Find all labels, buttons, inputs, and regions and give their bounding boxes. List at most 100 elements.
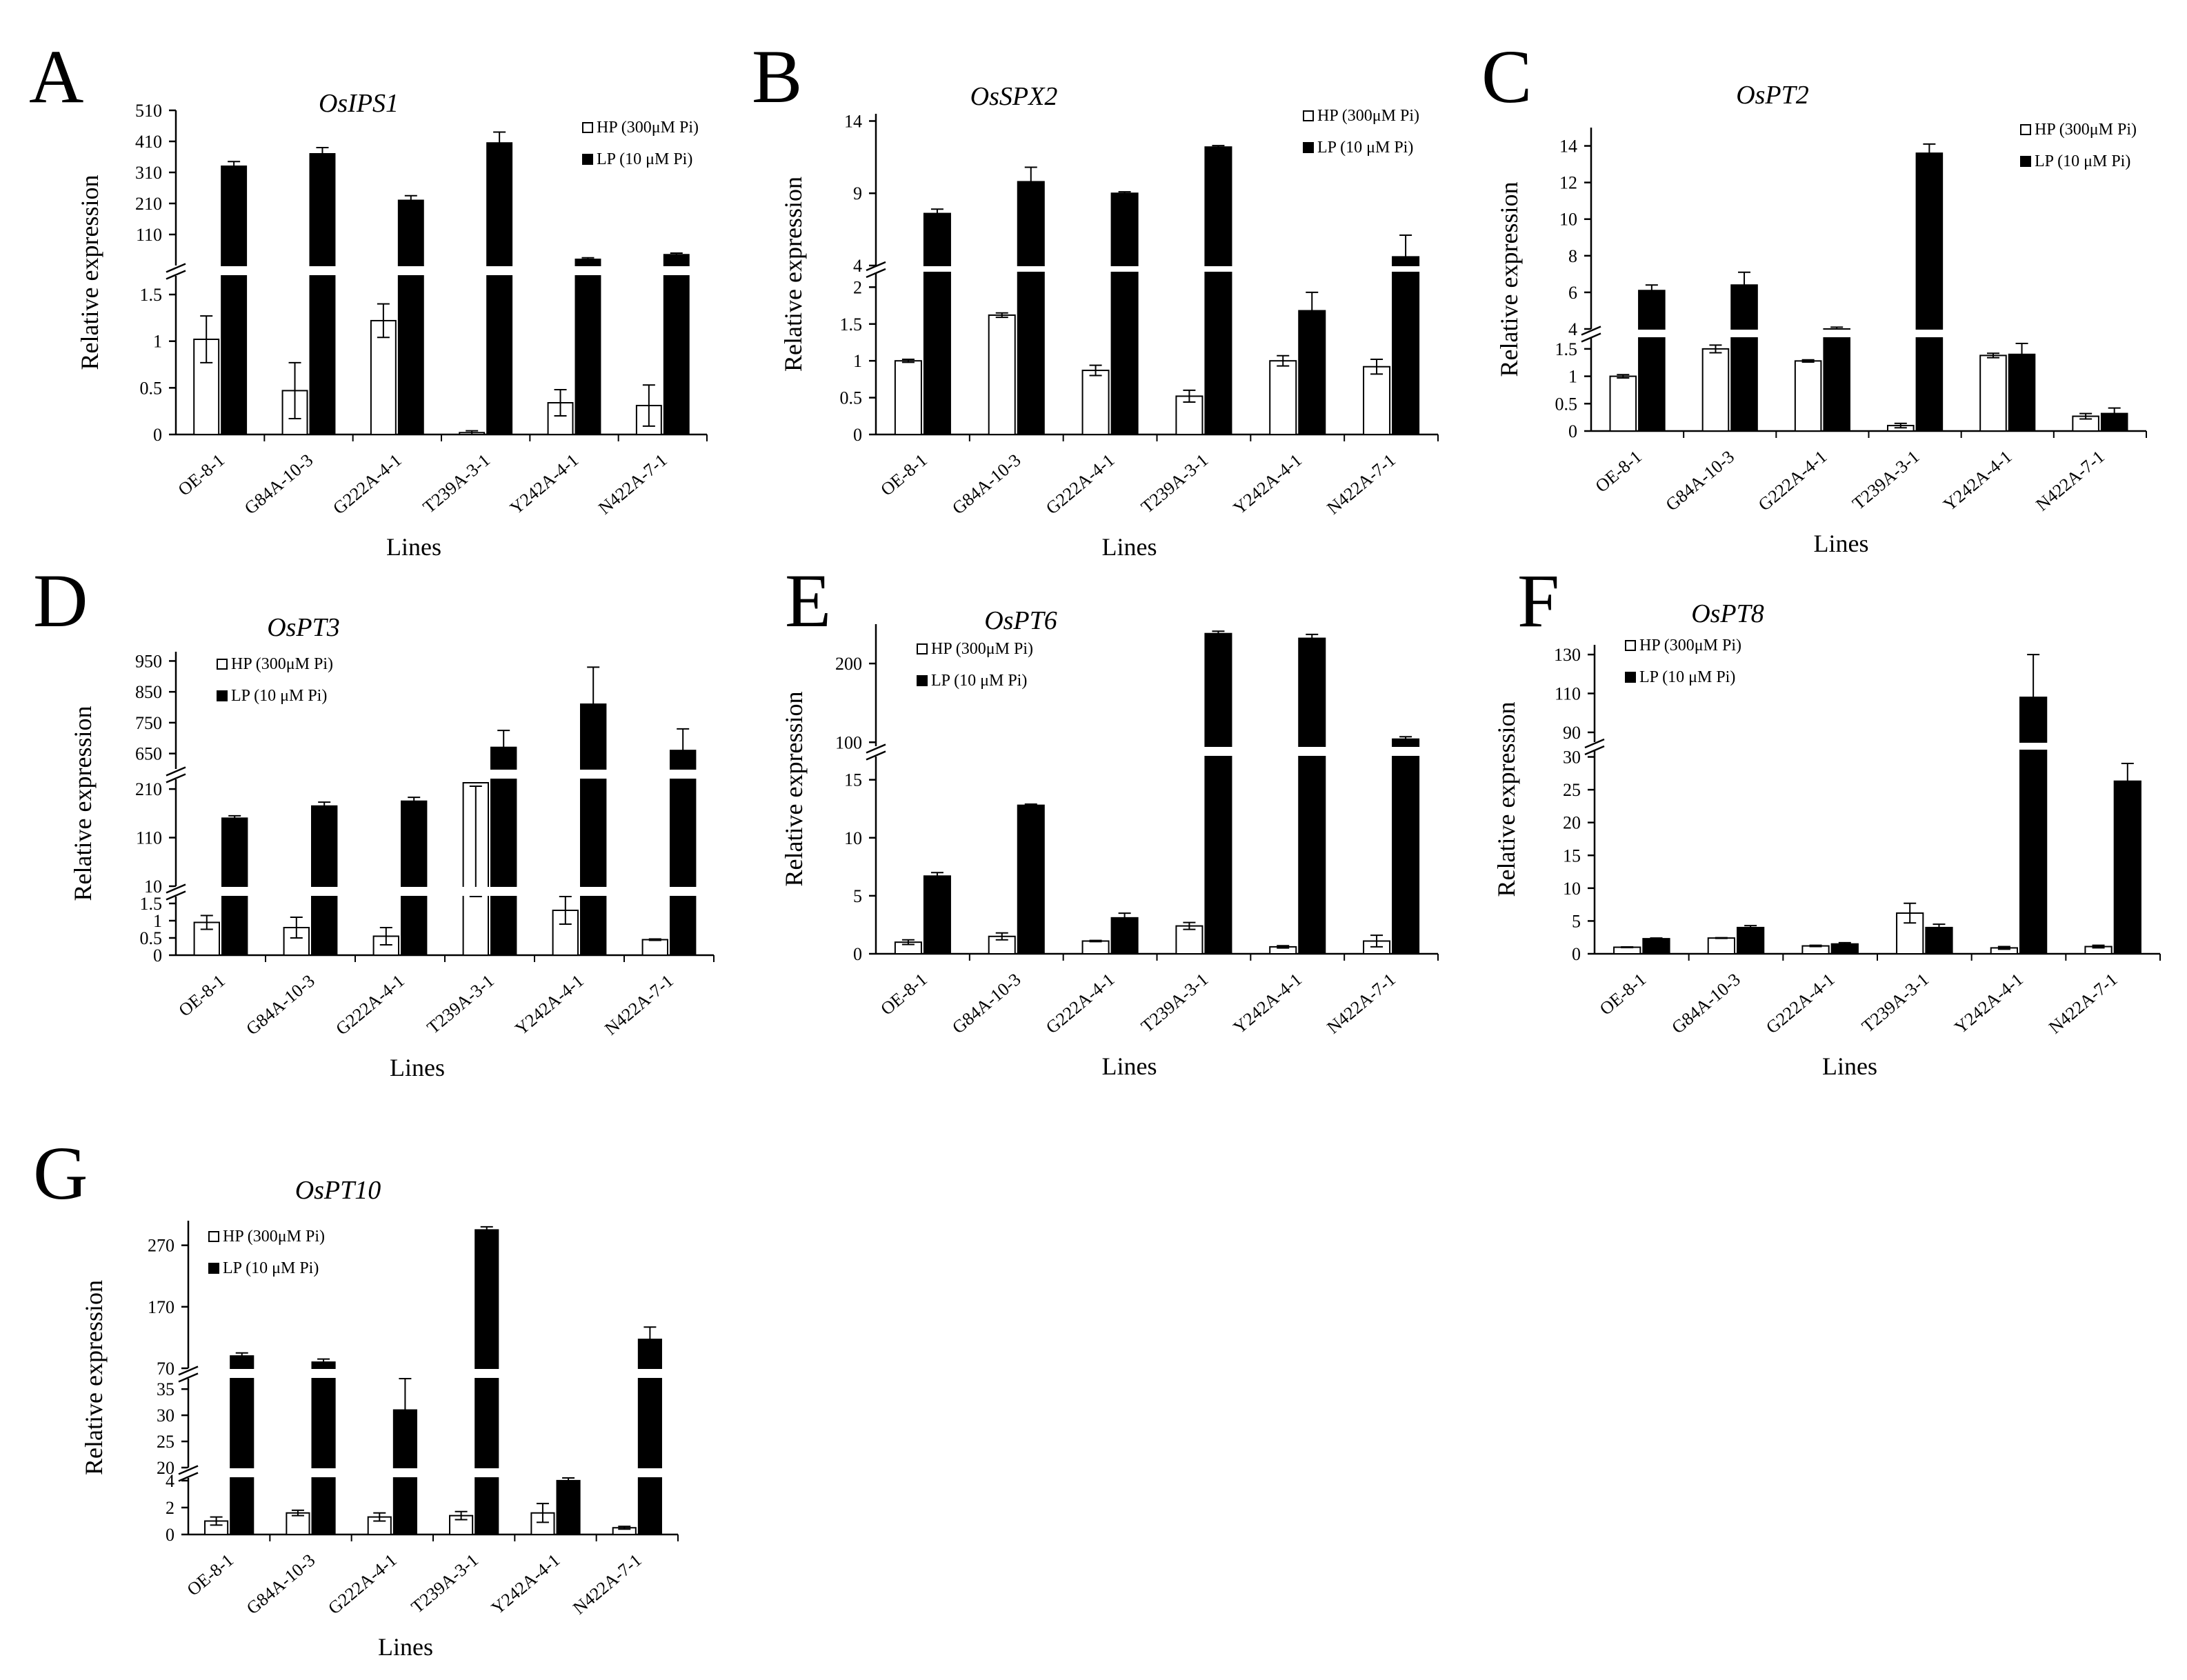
x-tick-label: T239A-3-1 bbox=[1858, 969, 1933, 1036]
y-tick-label: 1 bbox=[1568, 367, 1577, 387]
bar-lp bbox=[221, 166, 248, 435]
bar-lp bbox=[2113, 780, 2141, 955]
y-tick-label: 5 bbox=[853, 886, 862, 906]
bar-lp bbox=[575, 259, 601, 435]
x-tick-label: OE-8-1 bbox=[877, 969, 930, 1019]
x-axis-label: Lines bbox=[1814, 530, 1869, 557]
y-tick-label: 0 bbox=[166, 1525, 174, 1545]
legend-swatch-lp bbox=[217, 690, 228, 701]
axis-break-gap bbox=[187, 1369, 679, 1378]
bar-hp bbox=[1701, 348, 1730, 432]
x-tick-label: OE-8-1 bbox=[174, 450, 228, 499]
axis-break-mark bbox=[178, 1366, 199, 1376]
x-tick-label: N422A-7-1 bbox=[1323, 969, 1399, 1037]
y-tick-label: 0 bbox=[853, 425, 862, 445]
x-tick-label: N422A-7-1 bbox=[601, 970, 677, 1039]
bar-lp bbox=[1110, 192, 1139, 435]
x-tick-label: OE-8-1 bbox=[174, 970, 228, 1020]
x-tick-label: T239A-3-1 bbox=[419, 450, 494, 517]
x-tick-label: Y242A-4-1 bbox=[1230, 969, 1306, 1037]
legend-label-lp: LP (10 μM Pi) bbox=[1317, 139, 1413, 157]
bar-lp bbox=[2100, 412, 2128, 432]
y-tick-label: 0 bbox=[153, 946, 162, 966]
axis-break-mark bbox=[1581, 332, 1601, 343]
chart-title: OsPT3 bbox=[267, 613, 340, 642]
bar-lp bbox=[1915, 152, 1944, 432]
legend-label-hp: HP (300μM Pi) bbox=[231, 655, 333, 673]
bar-lp bbox=[1830, 943, 1859, 955]
legend-label-hp: HP (300μM Pi) bbox=[597, 119, 699, 137]
x-axis-label: Lines bbox=[386, 533, 441, 561]
y-tick-label: 650 bbox=[135, 744, 162, 764]
axis-break-gap bbox=[1590, 330, 2148, 337]
y-tick-label: 1.5 bbox=[1555, 339, 1578, 359]
y-tick-label: 210 bbox=[135, 779, 162, 799]
x-tick-label: OE-8-1 bbox=[183, 1550, 237, 1599]
y-tick-label: 0 bbox=[1568, 421, 1577, 441]
x-tick-label: G222A-4-1 bbox=[324, 1550, 400, 1618]
y-tick-label: 35 bbox=[157, 1379, 174, 1399]
x-tick-label: G222A-4-1 bbox=[1762, 969, 1838, 1037]
x-tick-label: N422A-7-1 bbox=[1323, 450, 1399, 518]
x-axis-label: Lines bbox=[1822, 1052, 1877, 1080]
axis-break-mark bbox=[178, 1472, 199, 1482]
y-axis-label: Relative expression bbox=[1495, 182, 1523, 377]
x-tick-label: Y242A-4-1 bbox=[1950, 969, 2026, 1037]
panel-letter: C bbox=[1481, 34, 1532, 119]
bar-lp bbox=[637, 1339, 662, 1535]
y-tick-label: 4 bbox=[166, 1471, 174, 1491]
bar-lp bbox=[1737, 926, 1765, 954]
legend-label-lp: LP (10 μM Pi) bbox=[2035, 152, 2130, 170]
bar-lp bbox=[670, 750, 697, 956]
y-tick-label: 14 bbox=[1559, 137, 1577, 157]
bar-lp bbox=[2019, 697, 2048, 954]
x-axis-label: Lines bbox=[378, 1633, 433, 1661]
bar-hp bbox=[1979, 354, 2007, 432]
y-tick-label: 0.5 bbox=[1555, 394, 1578, 414]
legend-swatch-lp bbox=[1303, 142, 1314, 153]
y-tick-label: 6 bbox=[1568, 283, 1577, 303]
y-tick-label: 0 bbox=[1572, 944, 1581, 964]
bar-lp bbox=[309, 153, 336, 435]
x-tick-label: T239A-3-1 bbox=[1137, 969, 1212, 1036]
y-tick-label: 0.5 bbox=[140, 378, 163, 398]
x-tick-label: G222A-4-1 bbox=[1042, 450, 1118, 518]
y-tick-label: 0 bbox=[153, 425, 162, 445]
bar-lp bbox=[1823, 328, 1850, 432]
bar-lp bbox=[221, 817, 248, 957]
panel-letter: G bbox=[33, 1131, 88, 1215]
x-tick-label: OE-8-1 bbox=[1596, 969, 1650, 1019]
x-tick-label: G84A-10-3 bbox=[948, 969, 1024, 1037]
y-tick-label: 90 bbox=[1563, 723, 1581, 743]
x-tick-label: N422A-7-1 bbox=[2032, 446, 2108, 514]
legend-label-lp: LP (10 μM Pi) bbox=[231, 687, 327, 705]
panel-e: E OsPT6 0 5 10 15 100 200 OE-8-1 G84A-10-3 G222A-4… bbox=[780, 559, 1439, 1080]
chart-title: OsSPX2 bbox=[970, 82, 1058, 111]
y-tick-label: 30 bbox=[1563, 748, 1581, 768]
bar-lp bbox=[1392, 738, 1420, 954]
bar-lp bbox=[311, 805, 338, 956]
y-tick-label: 2 bbox=[166, 1498, 174, 1518]
legend-label-lp: LP (10 μM Pi) bbox=[597, 150, 692, 168]
bar-lp bbox=[230, 1355, 254, 1535]
bar-lp bbox=[1017, 181, 1045, 435]
axis-break-mark bbox=[1581, 326, 1601, 336]
y-tick-label: 850 bbox=[135, 682, 162, 702]
legend-label-lp: LP (10 μM Pi) bbox=[931, 672, 1027, 690]
legend-swatch-hp bbox=[582, 122, 593, 133]
y-axis-label: Relative expression bbox=[80, 1280, 108, 1475]
y-tick-label: 25 bbox=[1563, 780, 1581, 800]
chart-title: OsPT10 bbox=[295, 1176, 381, 1205]
y-tick-label: 4 bbox=[1568, 319, 1577, 339]
axis-break-mark bbox=[166, 883, 186, 894]
y-tick-label: 510 bbox=[135, 101, 162, 121]
chart-title: OsPT6 bbox=[984, 606, 1057, 635]
y-tick-label: 0.5 bbox=[840, 388, 863, 408]
x-tick-label: G84A-10-3 bbox=[242, 970, 318, 1039]
axis-break-mark bbox=[178, 1465, 199, 1475]
x-tick-label: G222A-4-1 bbox=[1755, 446, 1830, 514]
y-tick-label: 170 bbox=[148, 1297, 174, 1317]
y-tick-label: 20 bbox=[1563, 813, 1581, 833]
bar-lp bbox=[2008, 353, 2036, 432]
